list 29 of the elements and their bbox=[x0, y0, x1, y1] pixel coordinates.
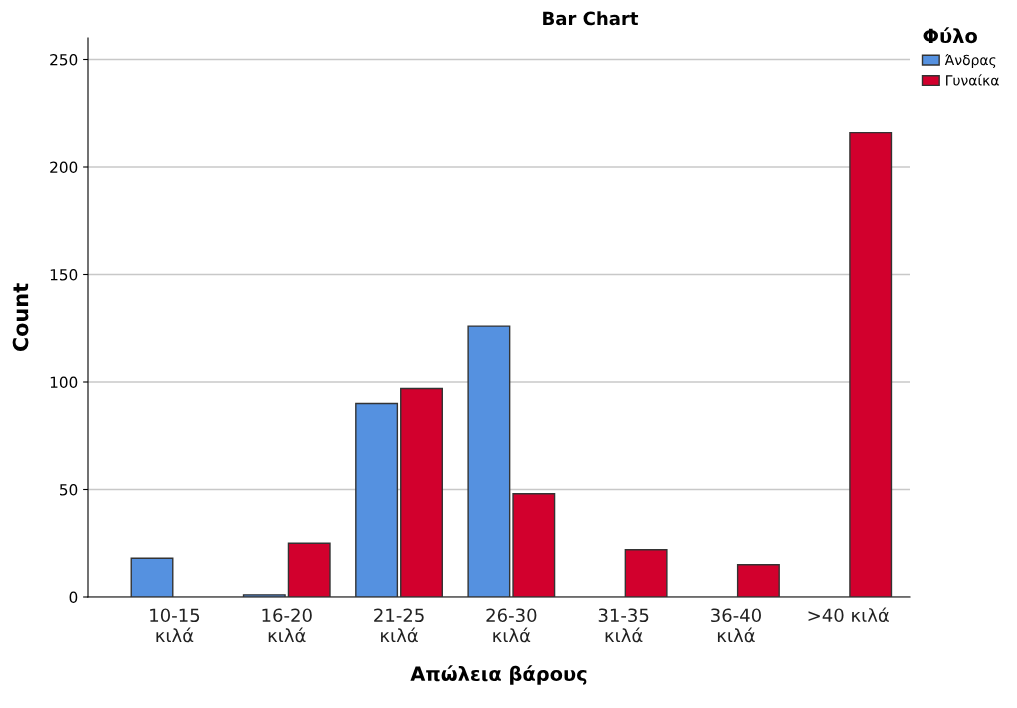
legend-label: Γυναίκα bbox=[946, 74, 999, 86]
bar bbox=[242, 594, 286, 597]
y-tick-label: 50 bbox=[60, 483, 78, 496]
y-axis-title: Count bbox=[12, 283, 29, 352]
bar bbox=[849, 131, 893, 597]
bar bbox=[624, 549, 668, 597]
x-axis-title: Απώλεια βάρους bbox=[410, 665, 587, 685]
bar bbox=[467, 325, 511, 597]
bar bbox=[287, 542, 331, 597]
bar bbox=[130, 557, 174, 597]
x-tick-label: 36-40 κιλά bbox=[711, 608, 761, 643]
bar bbox=[355, 402, 399, 597]
y-tick-label: 250 bbox=[50, 53, 78, 66]
y-tick-label: 0 bbox=[69, 591, 78, 604]
chart-title: Bar Chart bbox=[543, 11, 639, 26]
legend-label: Άνδρας bbox=[944, 53, 996, 68]
x-tick-label: 10-15 κιλά bbox=[150, 608, 200, 643]
x-tick-label: 26-30 κιλά bbox=[486, 608, 537, 643]
bar bbox=[736, 564, 780, 597]
legend-title: Φύλο bbox=[923, 27, 977, 44]
x-tick-label: >40 κιλά bbox=[808, 607, 889, 623]
x-tick-label: 16-20 κιλά bbox=[262, 608, 312, 643]
y-tick-label: 100 bbox=[50, 376, 78, 389]
y-tick-label: 200 bbox=[50, 161, 78, 174]
bar bbox=[512, 493, 556, 597]
y-tick-label: 150 bbox=[50, 268, 78, 281]
x-tick-label: 31-35 κιλά bbox=[598, 608, 649, 643]
bar bbox=[400, 387, 443, 597]
x-tick-label: 21-25 κιλά bbox=[374, 608, 424, 643]
